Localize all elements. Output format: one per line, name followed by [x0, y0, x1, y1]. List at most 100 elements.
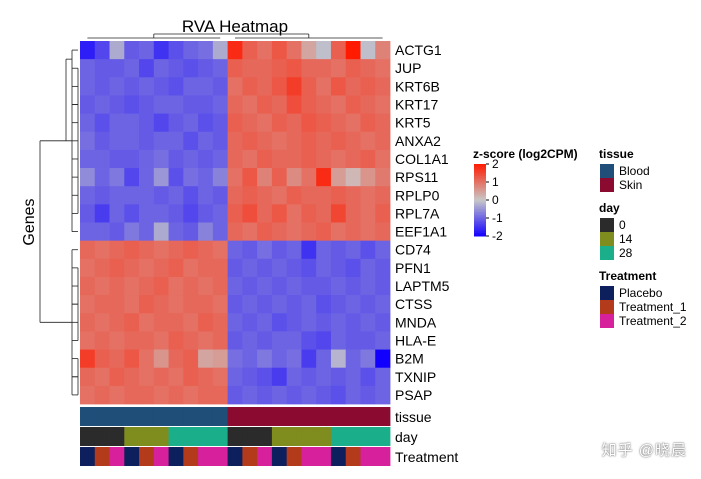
- heatmap-cell: [212, 41, 229, 60]
- heatmap-cell: [242, 331, 258, 350]
- annotation-cell: [139, 407, 155, 426]
- legend-item-label: 28: [619, 246, 633, 260]
- heatmap-cell: [227, 149, 243, 169]
- heatmap-cell: [109, 349, 125, 369]
- heatmap-cell: [212, 204, 229, 223]
- heatmap-cell: [212, 222, 229, 242]
- heatmap-cell: [168, 131, 184, 151]
- heatmap-cell: [80, 168, 96, 187]
- heatmap-cell: [301, 149, 317, 169]
- annotation-cell: [330, 407, 347, 426]
- heatmap-cell: [198, 313, 214, 332]
- heatmap-cell: [345, 168, 361, 187]
- heatmap-cell: [286, 113, 302, 133]
- colorbar-swatch: [474, 197, 486, 199]
- heatmap-cell: [330, 295, 347, 314]
- annotation-cell: [286, 427, 302, 446]
- annotation-cell: [80, 447, 96, 466]
- colorbar-swatch: [474, 212, 486, 214]
- heatmap-cell: [242, 59, 258, 78]
- heatmap-cell: [168, 41, 184, 60]
- colorbar-swatch: [474, 189, 486, 192]
- heatmap-cell: [109, 186, 125, 205]
- heatmap-cell: [198, 295, 214, 314]
- heatmap-cell: [94, 41, 110, 60]
- heatmap-cell: [153, 149, 169, 169]
- heatmap-cell: [109, 204, 125, 223]
- heatmap-cell: [375, 168, 391, 187]
- heatmap-cell: [168, 276, 184, 296]
- colorbar-swatch: [474, 173, 486, 175]
- heatmap-cell: [316, 77, 332, 96]
- annotation-cell: [301, 407, 317, 426]
- annotation-cell: [212, 407, 229, 426]
- heatmap-cell: [124, 186, 140, 205]
- heatmap-cell: [168, 59, 184, 78]
- heatmap-cell: [124, 41, 140, 60]
- heatmap-cell: [109, 385, 125, 405]
- heatmap-cell: [94, 240, 110, 260]
- heatmap-cell: [94, 331, 110, 350]
- heatmap-cell: [375, 276, 391, 296]
- annotation-cell: [94, 427, 110, 446]
- heatmap-cell: [198, 59, 214, 78]
- heatmap-cell: [139, 313, 155, 332]
- heatmap-cell: [375, 258, 391, 278]
- heatmap-cell: [153, 367, 169, 387]
- row-label: TXNIP: [395, 369, 436, 385]
- heatmap-cell: [271, 95, 288, 114]
- heatmap-cell: [80, 186, 96, 205]
- heatmap-cell: [124, 385, 140, 405]
- heatmap-cell: [94, 385, 110, 405]
- annotation-cell: [124, 407, 140, 426]
- heatmap-cell: [109, 131, 125, 151]
- heatmap-cell: [375, 240, 391, 260]
- heatmap-cell: [109, 313, 125, 332]
- heatmap-cell: [316, 131, 332, 151]
- heatmap-cell: [257, 59, 273, 78]
- colorbar-swatch: [474, 201, 486, 204]
- heatmap-cell: [301, 222, 317, 242]
- heatmap-cell: [168, 222, 184, 242]
- heatmap-cell: [330, 113, 347, 133]
- legend-swatch: [600, 232, 614, 246]
- heatmap-cell: [316, 313, 332, 332]
- row-labels: ACTG1 JUP KRT6B KRT17 KRT5 ANXA2 COL1A1 RPS11 RP…: [395, 42, 450, 403]
- heatmap-cell: [271, 276, 288, 296]
- colorbar-swatch: [474, 183, 486, 186]
- heatmap-cell: [316, 41, 332, 60]
- heatmap-cell: [242, 385, 258, 405]
- row-label: COL1A1: [395, 151, 449, 167]
- heatmap-cell: [124, 149, 140, 169]
- heatmap-cell: [345, 95, 361, 114]
- colorbar-swatch: [474, 225, 486, 228]
- heatmap-cell: [109, 367, 125, 387]
- heatmap-cell: [360, 349, 376, 369]
- heatmap-cell: [257, 313, 273, 332]
- heatmap-cell: [360, 295, 376, 314]
- colorbar-swatch: [474, 213, 486, 216]
- colorbar-swatch: [474, 228, 486, 231]
- heatmap-cell: [360, 168, 376, 187]
- colorbar-swatch: [474, 180, 486, 183]
- heatmap-cell: [301, 95, 317, 114]
- colorbar-swatch: [474, 167, 486, 169]
- heatmap-cell: [301, 41, 317, 60]
- heatmap-cell: [124, 168, 140, 187]
- heatmap-cell: [94, 149, 110, 169]
- colorbar-tick-label: 2: [492, 157, 499, 171]
- heatmap-cell: [198, 168, 214, 187]
- heatmap-cell: [286, 313, 302, 332]
- heatmap-cell: [198, 385, 214, 405]
- heatmap-cell: [183, 295, 199, 314]
- annotation-cell: [257, 447, 273, 466]
- heatmap-cell: [301, 367, 317, 387]
- row-label: RPLP0: [395, 187, 440, 203]
- annotation-cell: [153, 427, 169, 446]
- heatmap-cell: [183, 113, 199, 133]
- heatmap-cell: [286, 349, 302, 369]
- colorbar-swatch: [474, 216, 486, 219]
- heatmap-cell: [124, 113, 140, 133]
- annotation-cell: [109, 407, 125, 426]
- heatmap-cell: [109, 113, 125, 133]
